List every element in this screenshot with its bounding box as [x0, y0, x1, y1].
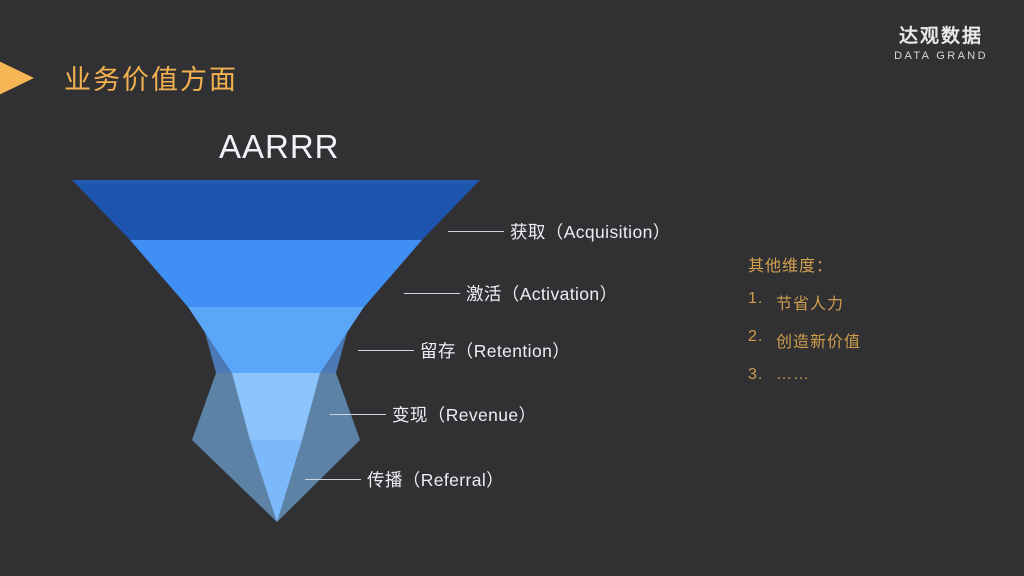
logo-chinese-text: 达观数据 — [899, 26, 984, 47]
callout-label-activation: 激活（Activation） — [466, 284, 618, 304]
brand-logo: 达观数据 DATA GRAND — [894, 26, 988, 62]
list-item: 2. 创造新价值 — [748, 328, 861, 352]
callout-label-revenue: 变现（Revenue） — [392, 405, 537, 425]
leader-line — [404, 293, 460, 294]
funnel-side-left-5 — [192, 440, 277, 522]
leader-line — [448, 231, 504, 232]
callout-revenue: 变现（Revenue） — [330, 402, 536, 427]
funnel-side-right-5 — [277, 440, 360, 522]
leader-line — [305, 479, 361, 480]
callout-acquisition: 获取（Acquisition） — [448, 219, 671, 244]
list-item-label: 节省人力 — [776, 296, 845, 313]
list-item-number: 3. — [748, 366, 764, 383]
list-item-label: 创造新价值 — [776, 334, 862, 351]
funnel-top-edge-highlight — [72, 180, 480, 184]
list-item: 3. …… — [748, 366, 861, 384]
list-item-number: 2. — [748, 328, 764, 345]
logo-english-text: DATA GRAND — [894, 49, 988, 62]
list-item: 1. 节省人力 — [748, 290, 861, 314]
page-title: 业务价值方面 — [64, 65, 238, 95]
funnel-band-retention — [188, 307, 364, 373]
other-dimensions-heading: 其他维度： — [748, 258, 834, 275]
funnel-band-acquisition — [72, 180, 480, 240]
list-item-label: …… — [776, 366, 810, 383]
funnel-band-referral — [250, 440, 302, 522]
leader-line — [330, 414, 386, 415]
callout-label-retention: 留存（Retention） — [420, 341, 571, 361]
callout-label-acquisition: 获取（Acquisition） — [510, 222, 671, 242]
funnel-band-activation — [130, 240, 422, 307]
leader-line — [358, 350, 414, 351]
callout-activation: 激活（Activation） — [404, 281, 617, 306]
title-arrow-icon — [0, 54, 34, 102]
funnel-band-revenue — [232, 373, 320, 440]
callout-label-referral: 传播（Referral） — [367, 470, 505, 490]
list-item-number: 1. — [748, 290, 764, 307]
callout-retention: 留存（Retention） — [358, 338, 570, 363]
other-dimensions-panel: 其他维度： 1. 节省人力 2. 创造新价值 3. …… — [748, 252, 861, 398]
callout-referral: 传播（Referral） — [305, 467, 504, 492]
diagram-heading: AARRR — [219, 128, 340, 165]
